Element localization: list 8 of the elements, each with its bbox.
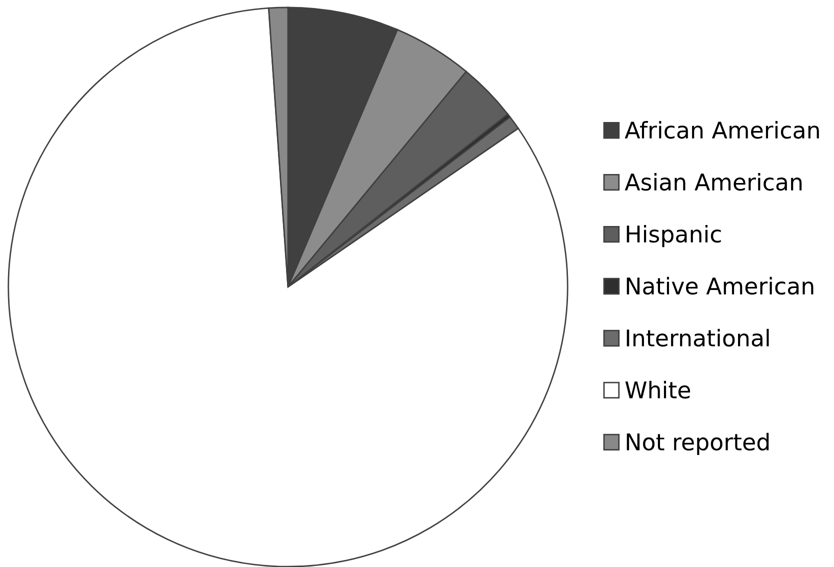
legend-label: International — [626, 328, 769, 347]
legend-label: Native American — [626, 276, 814, 295]
legend-label: Asian American — [624, 172, 802, 191]
legend-label: Not reported — [626, 432, 769, 455]
legend-label: African American — [624, 121, 819, 139]
legend-label: White — [625, 380, 690, 399]
legend-label: Hispanic — [626, 224, 721, 248]
pie-slice — [8, 7, 568, 567]
